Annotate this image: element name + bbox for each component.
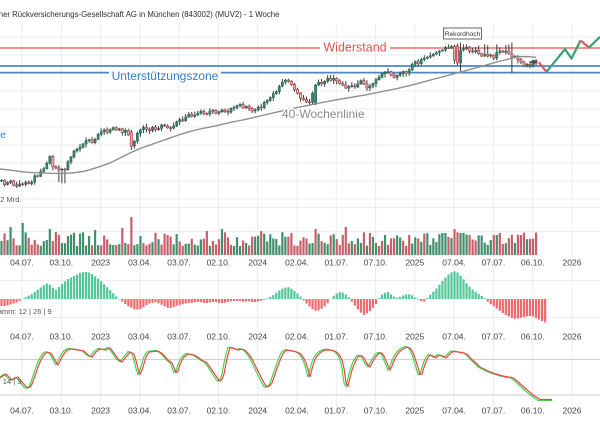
svg-text:03.10.: 03.10. [49,257,73,267]
svg-text:04.07.: 04.07. [10,257,34,267]
svg-text:06.10.: 06.10. [521,257,545,267]
svg-text:07.10.: 07.10. [364,405,388,415]
svg-text:01.07.: 01.07. [324,257,348,267]
svg-text:02.10.: 02.10. [207,257,231,267]
svg-text:2023: 2023 [91,405,110,415]
svg-text:03.04.: 03.04. [128,405,152,415]
svg-text:01.07.: 01.07. [324,332,348,342]
svg-text:2023: 2023 [91,332,110,342]
svg-text:2024: 2024 [248,332,267,342]
svg-text:07.04.: 07.04. [442,257,466,267]
svg-text:2026: 2026 [563,405,582,415]
svg-text:Unterstützungszone: Unterstützungszone [112,69,219,83]
svg-text:04.07.: 04.07. [10,332,34,342]
svg-text:03.04.: 03.04. [128,332,152,342]
svg-text:2024: 2024 [248,405,267,415]
svg-text:07.04.: 07.04. [442,332,466,342]
svg-text:2026: 2026 [563,257,582,267]
svg-text:2026: 2026 [563,332,582,342]
svg-text:ie: ie [0,130,6,141]
svg-text:07.07.: 07.07. [482,257,506,267]
svg-text:02.04.: 02.04. [285,257,309,267]
svg-text:2025: 2025 [405,332,424,342]
svg-text:Stochastik: 14 | 3: Stochastik: 14 | 3 [0,377,21,386]
svg-text:07.07.: 07.07. [482,332,506,342]
svg-text:Rekordhoch: Rekordhoch [445,31,481,38]
svg-text:Münchener Rückversicherungs-Ge: Münchener Rückversicherungs-Gesellschaft… [0,10,279,19]
svg-text:06.10.: 06.10. [521,405,545,415]
svg-text:04.07.: 04.07. [10,405,34,415]
svg-text:Widerstand: Widerstand [323,41,386,55]
svg-text:02.04.: 02.04. [285,405,309,415]
svg-text:06.10.: 06.10. [521,332,545,342]
svg-text:2025: 2025 [405,405,424,415]
svg-text:03.04.: 03.04. [128,257,152,267]
svg-text:07.10.: 07.10. [364,332,388,342]
svg-text:03.07.: 03.07. [167,257,191,267]
svg-text:02.10.: 02.10. [207,332,231,342]
svg-text:07.10.: 07.10. [364,257,388,267]
svg-text:40-Wochenlinie: 40-Wochenlinie [282,107,365,121]
svg-text:03.07.: 03.07. [167,405,191,415]
svg-text:07.07.: 07.07. [482,405,506,415]
svg-text:03.10.: 03.10. [49,332,73,342]
svg-text:02.04.: 02.04. [285,332,309,342]
svg-text:2025: 2025 [405,257,424,267]
svg-text:03.07.: 03.07. [167,332,191,342]
svg-text:2024: 2024 [248,257,267,267]
svg-text:02.10.: 02.10. [207,405,231,415]
svg-text:07.04.: 07.04. [442,405,466,415]
svg-text:2023: 2023 [91,257,110,267]
svg-text:01.07.: 01.07. [324,405,348,415]
svg-text:03.10.: 03.10. [49,405,73,415]
svg-text:Histogramm: 12 | 26 | 9: Histogramm: 12 | 26 | 9 [0,307,52,316]
svg-text:1,2 Mrd.: 1,2 Mrd. [0,195,22,204]
